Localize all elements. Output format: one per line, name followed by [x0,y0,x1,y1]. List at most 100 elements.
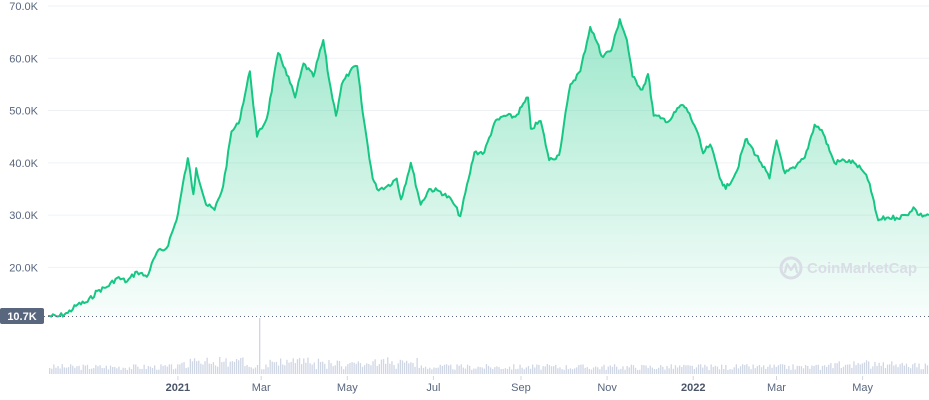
volume-bar [519,364,521,374]
volume-bar [773,364,775,374]
volume-bar [242,357,244,374]
volume-bar [107,369,110,374]
volume-bar [550,366,553,374]
volume-bar [124,368,126,374]
volume-bar [878,362,880,374]
volume-bar [758,364,761,374]
volume-bar [569,368,572,374]
volume-bar [267,367,269,374]
volume-bar [126,369,128,374]
volume-bar [248,366,250,374]
volume-bar [80,369,82,374]
volume-bar [86,364,89,374]
volume-bar [681,367,683,374]
volume-bar [303,358,305,374]
volume-bar [454,369,456,374]
volume-bar [924,363,926,374]
volume-bar [183,362,185,374]
volume-bar [664,369,666,374]
volume-bar [613,364,616,374]
volume-bar [118,366,120,374]
volume-bar [863,362,866,374]
volume-bar [193,358,196,374]
volume-bar [546,364,548,374]
volume-bar [414,366,416,374]
volume-bar [910,368,912,374]
volume-bar [800,366,803,374]
volume-bar [515,369,517,374]
volume-bar [899,364,901,374]
volume-bar [435,367,437,374]
volume-bar [202,364,204,374]
volume-bar [78,365,80,374]
volume-bar [393,365,395,374]
volume-bar [498,367,500,374]
volume-bar [723,369,725,374]
volume-bar [565,365,567,374]
volume-bar [895,364,897,374]
volume-bar [853,361,855,374]
volume-bar [101,367,103,374]
volume-bar [82,364,84,374]
volume-bar [61,364,63,374]
volume-bar [521,367,523,374]
volume-bar [112,367,114,374]
volume-bar [760,367,763,374]
volume-bar [238,360,240,374]
volume-bar [611,366,614,374]
volume-bar [525,367,527,374]
volume-bar [351,362,353,374]
volume-bar [750,369,752,374]
volume-bar [219,356,221,374]
volume-bar [815,364,817,374]
volume-bar [647,368,649,374]
volume-bar [609,365,611,374]
volume-bar [490,367,492,374]
volume-bar [534,367,536,374]
volume-bar [830,363,832,374]
volume-bar [427,368,429,374]
x-tick-label: Mar [252,382,271,394]
volume-bar [196,361,198,374]
volume-bar [330,363,332,374]
volume-bar [777,365,779,374]
volume-bar [616,366,618,374]
volume-bar [450,364,452,374]
x-tick-label: 2022 [681,382,705,394]
volume-bar [605,369,607,374]
volume-bar [403,362,406,374]
volume-bar [305,362,307,374]
volume-bar [807,365,809,374]
volume-bar [212,362,215,374]
volume-bar [492,369,494,374]
volume-bar [385,363,387,374]
volume-bar [217,366,219,374]
volume-bar [744,365,746,374]
volume-bar [920,369,922,374]
volume-bar [632,365,635,374]
volume-bar [756,366,758,374]
volume-bar [84,365,86,374]
volume-bar [811,365,813,374]
volume-bar [294,363,296,374]
volume-bar [658,367,660,374]
volume-bar [704,364,706,374]
volume-bar [561,369,563,374]
volume-bar [103,368,105,374]
volume-bar [508,366,511,374]
volume-bar [861,363,863,374]
volume-bar [359,363,362,374]
volume-bar [452,369,454,374]
volume-bar [918,363,920,374]
volume-bar [926,365,929,374]
volume-bar [63,367,65,374]
volume-bar [382,359,385,374]
volume-bar [790,369,792,374]
volume-bar [259,318,261,374]
volume-bar [109,365,112,374]
volume-bar [133,364,135,374]
volume-bar [429,367,431,374]
volume-bar [458,365,460,374]
volume-bar [674,365,677,374]
volume-bar [870,368,872,374]
